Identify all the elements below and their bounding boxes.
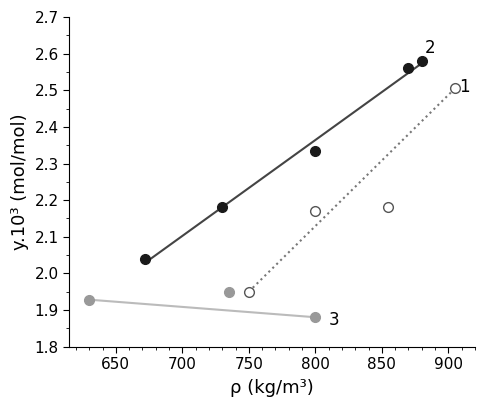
Point xyxy=(418,58,426,64)
Point xyxy=(141,255,149,262)
Point xyxy=(86,297,93,303)
Point xyxy=(245,288,253,295)
Point xyxy=(404,65,412,72)
Point xyxy=(312,147,319,154)
Point xyxy=(451,85,459,92)
Point xyxy=(225,288,233,295)
Point xyxy=(312,314,319,321)
Text: 1: 1 xyxy=(459,78,469,95)
Text: 3: 3 xyxy=(329,311,339,329)
Point xyxy=(312,208,319,214)
Point xyxy=(384,204,392,211)
Y-axis label: y.10³ (mol/mol): y.10³ (mol/mol) xyxy=(11,113,29,250)
Text: 2: 2 xyxy=(424,39,435,57)
Point xyxy=(218,204,226,211)
X-axis label: ρ (kg/m³): ρ (kg/m³) xyxy=(230,379,314,397)
